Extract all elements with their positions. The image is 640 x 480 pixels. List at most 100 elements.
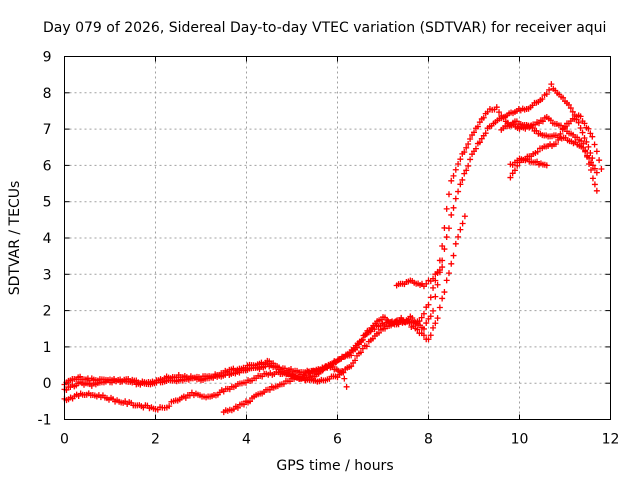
data-point [455,188,462,195]
y-tick-label: 3 [43,267,52,283]
data-point [423,320,430,327]
data-point [339,368,346,375]
y-tick-label: 9 [43,50,52,66]
data-point [450,204,457,211]
data-point [565,101,572,108]
x-axis-label: GPS time / hours [276,458,393,474]
data-point [414,326,421,333]
data-point [514,162,521,169]
data-point [420,325,427,332]
data-point [430,307,437,314]
data-point [443,234,450,241]
data-point [455,160,462,167]
data-point [507,174,514,181]
series-track-3 [61,213,468,413]
data-point [583,138,590,145]
data-point [439,295,446,302]
data-point [463,167,470,174]
data-point [598,166,605,173]
data-point [463,144,470,151]
data-point [420,310,427,317]
data-point [552,140,559,147]
series-track-6 [498,118,600,176]
data-point [341,375,348,382]
y-tick-label: 4 [43,231,52,247]
data-point [480,114,487,121]
x-tick-label: 4 [242,432,251,448]
data-point [398,314,405,321]
data-point [247,398,254,405]
data-point [452,166,459,173]
data-point [543,91,550,98]
data-point [441,289,448,296]
y-tick-label: 0 [43,376,52,392]
data-point [465,162,472,169]
data-point [445,225,452,232]
data-point [459,220,466,227]
data-point [448,177,455,184]
data-point [546,86,553,93]
series-track-8 [507,155,550,169]
data-point [555,137,562,144]
x-tick-label: 0 [60,432,69,448]
data-point [548,81,555,88]
data-point [274,363,281,370]
data-point [581,134,588,141]
data-point [445,191,452,198]
data-point [443,277,450,284]
data-point [560,94,567,101]
data-point [569,108,576,115]
y-tick-label: 1 [43,340,52,356]
data-point [436,304,443,311]
data-point [427,332,434,339]
series-track-5 [393,264,446,290]
data-point [579,129,586,136]
data-point [303,372,310,379]
data-point [474,123,481,130]
data-point [371,326,378,333]
data-point [575,119,582,126]
data-point [439,257,446,264]
data-point [596,157,603,164]
data-point [582,148,589,155]
data-point [593,148,600,155]
data-point [452,195,459,202]
data-point [436,267,443,274]
x-tick-label: 8 [424,432,433,448]
data-point [467,156,474,163]
data-point [591,165,598,172]
data-point [547,117,554,124]
y-tick-label: 7 [43,122,52,138]
data-point [585,125,592,132]
data-point [577,125,584,132]
data-point [543,162,550,169]
data-point [352,357,359,364]
data-points [61,81,605,416]
data-point [434,315,441,322]
data-point [425,336,432,343]
data-point [567,105,574,112]
series-track-2 [61,81,596,394]
data-point [432,320,439,327]
data-point [581,120,588,127]
data-point [591,141,598,148]
series-track-4 [220,361,350,416]
data-point [358,337,365,344]
data-point [587,130,594,137]
data-point [425,301,432,308]
data-point [439,242,446,249]
data-point [577,113,584,120]
data-point [409,314,416,321]
data-point [452,240,459,247]
x-tick-label: 2 [151,432,160,448]
data-point [234,404,241,411]
data-point [357,349,364,356]
y-tick-label: 2 [43,304,52,320]
data-point [441,246,448,253]
data-point [534,148,541,155]
data-point [457,226,464,233]
data-point [472,145,479,152]
data-point [457,156,464,163]
data-point [434,281,441,288]
